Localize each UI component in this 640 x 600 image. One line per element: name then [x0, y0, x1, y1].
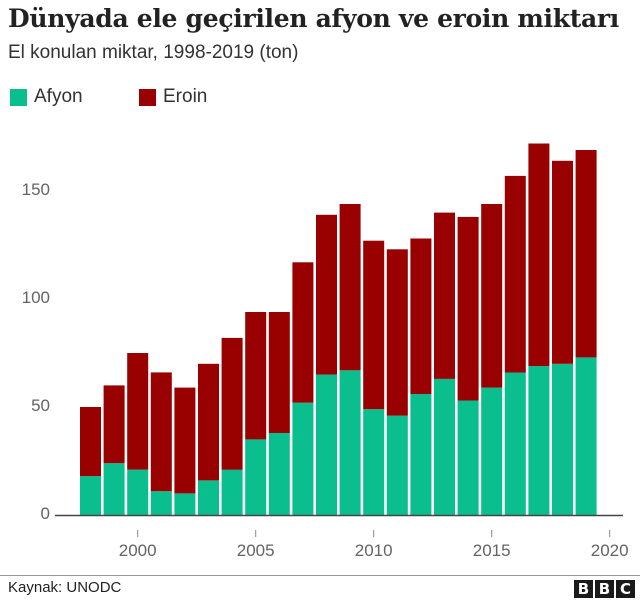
legend-label-afyon: Afyon — [34, 86, 83, 107]
footer-divider — [0, 575, 640, 576]
bar-segment-eroin-2018 — [552, 160, 573, 364]
bar-segment-afyon-2012 — [410, 394, 432, 515]
bar-segment-afyon-1999 — [103, 463, 125, 515]
bar-segment-afyon-1998 — [80, 476, 101, 515]
x-tick-label: 2020 — [590, 541, 629, 560]
source-note: Kaynak: UNODC — [8, 579, 122, 596]
bar-segment-afyon-2017 — [528, 366, 550, 515]
chart-title: Dünyada ele geçirilen afyon ve eroin mik… — [8, 4, 619, 33]
y-tick-label: 50 — [31, 396, 50, 415]
bar-segment-eroin-2016 — [504, 175, 526, 373]
bar-segment-afyon-2011 — [386, 415, 408, 515]
bar-segment-eroin-2019 — [575, 150, 597, 358]
chart-subtitle: El konulan miktar, 1998-2019 (ton) — [8, 42, 299, 63]
bar-segment-eroin-2007 — [292, 262, 314, 403]
bar-segment-afyon-2000 — [127, 469, 149, 515]
bar-segment-afyon-2006 — [268, 432, 290, 515]
bar-segment-eroin-2011 — [386, 249, 408, 416]
y-tick-label: 150 — [21, 180, 50, 199]
bar-segment-eroin-2000 — [127, 353, 149, 470]
bar-segment-afyon-2008 — [316, 374, 337, 515]
x-tick-label: 2005 — [236, 541, 275, 560]
x-tick-label: 2010 — [354, 541, 393, 560]
bar-segment-eroin-2005 — [245, 312, 267, 440]
bar-segment-afyon-2003 — [198, 480, 219, 515]
bar-segment-eroin-2008 — [316, 214, 337, 375]
bar-segment-eroin-2006 — [268, 312, 290, 433]
bar-segment-eroin-2015 — [481, 204, 503, 388]
bar-segment-eroin-2013 — [434, 212, 455, 379]
bar-segment-afyon-2002 — [174, 493, 196, 515]
legend-item-eroin: Eroin — [139, 86, 207, 108]
x-tick-label: 2000 — [118, 541, 157, 560]
bar-segment-afyon-2019 — [575, 357, 597, 515]
bbc-logo-letter: B — [595, 580, 614, 598]
bar-segment-afyon-2014 — [457, 400, 479, 515]
legend-item-afyon: Afyon — [10, 86, 83, 108]
bbc-logo-letter: B — [574, 580, 593, 598]
legend-label-eroin: Eroin — [163, 86, 208, 107]
bar-segment-afyon-2005 — [245, 439, 267, 515]
bar-segment-afyon-2009 — [339, 370, 361, 515]
bar-segment-eroin-2010 — [363, 240, 385, 410]
bar-segment-eroin-2002 — [174, 387, 196, 494]
bar-segment-eroin-2004 — [221, 337, 243, 470]
legend-swatch-afyon — [10, 88, 27, 106]
bar-segment-afyon-2013 — [434, 378, 455, 515]
bar-segment-eroin-2001 — [150, 372, 172, 492]
bbc-logo: B B C — [574, 580, 635, 598]
bbc-logo-letter: C — [616, 580, 635, 598]
bar-segment-eroin-2009 — [339, 204, 361, 371]
bar-segment-afyon-2001 — [150, 491, 172, 515]
bar-segment-afyon-2016 — [504, 372, 526, 515]
x-tick-label: 2015 — [472, 541, 511, 560]
bar-segment-eroin-2012 — [410, 238, 432, 394]
bar-segment-eroin-2014 — [457, 216, 479, 401]
bar-segment-eroin-1999 — [103, 385, 125, 464]
y-tick-label: 100 — [21, 288, 50, 307]
bar-segment-eroin-1998 — [80, 407, 101, 477]
bar-segment-eroin-2017 — [528, 143, 550, 366]
y-tick-label: 0 — [40, 504, 50, 523]
bar-segment-afyon-2018 — [552, 363, 573, 515]
legend-swatch-eroin — [139, 88, 156, 106]
bar-segment-eroin-2003 — [198, 363, 219, 481]
bar-segment-afyon-2004 — [221, 469, 243, 515]
bar-segment-afyon-2007 — [292, 402, 314, 515]
bar-segment-afyon-2010 — [363, 409, 385, 515]
bar-segment-afyon-2015 — [481, 387, 503, 515]
